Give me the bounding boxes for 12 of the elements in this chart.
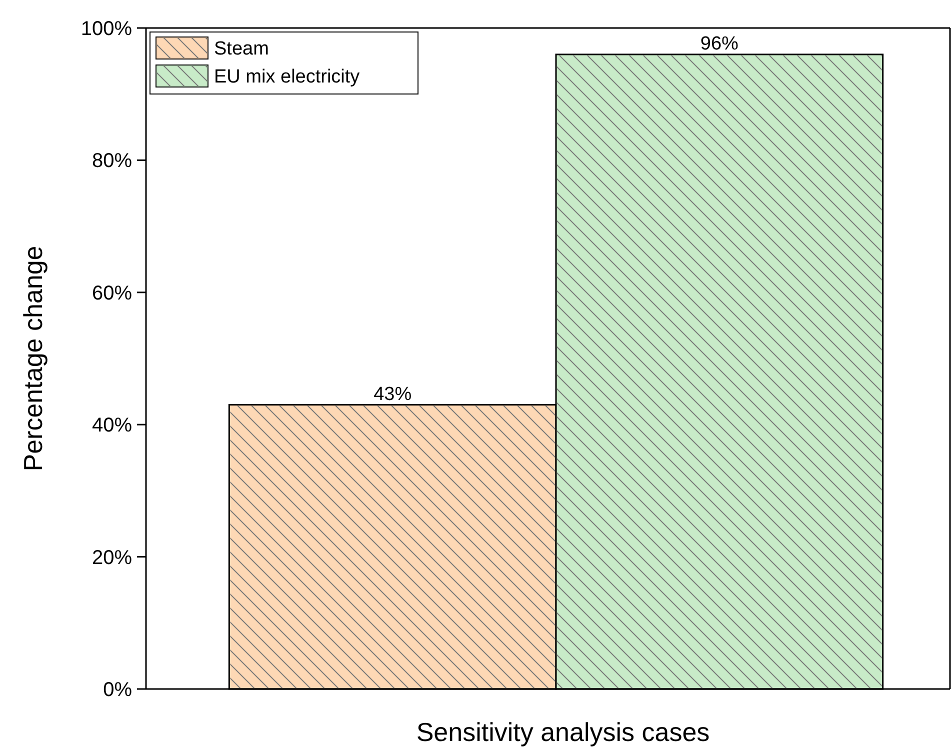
- y-tick-label: 40%: [92, 414, 132, 437]
- y-tick-label: 100%: [80, 18, 132, 40]
- legend-label: Steam: [214, 38, 269, 60]
- y-tick-label: 60%: [92, 282, 132, 304]
- data-label: 43%: [374, 384, 412, 405]
- x-axis-title: Sensitivity analysis cases: [416, 717, 710, 747]
- y-tick-label: 0%: [103, 679, 132, 701]
- y-axis-title: Percentage change: [18, 246, 48, 472]
- y-tick-label: 20%: [92, 546, 132, 569]
- data-label: 96%: [700, 33, 739, 54]
- y-tick-label: 80%: [92, 150, 132, 172]
- legend-label: EU mix electricity: [214, 66, 360, 88]
